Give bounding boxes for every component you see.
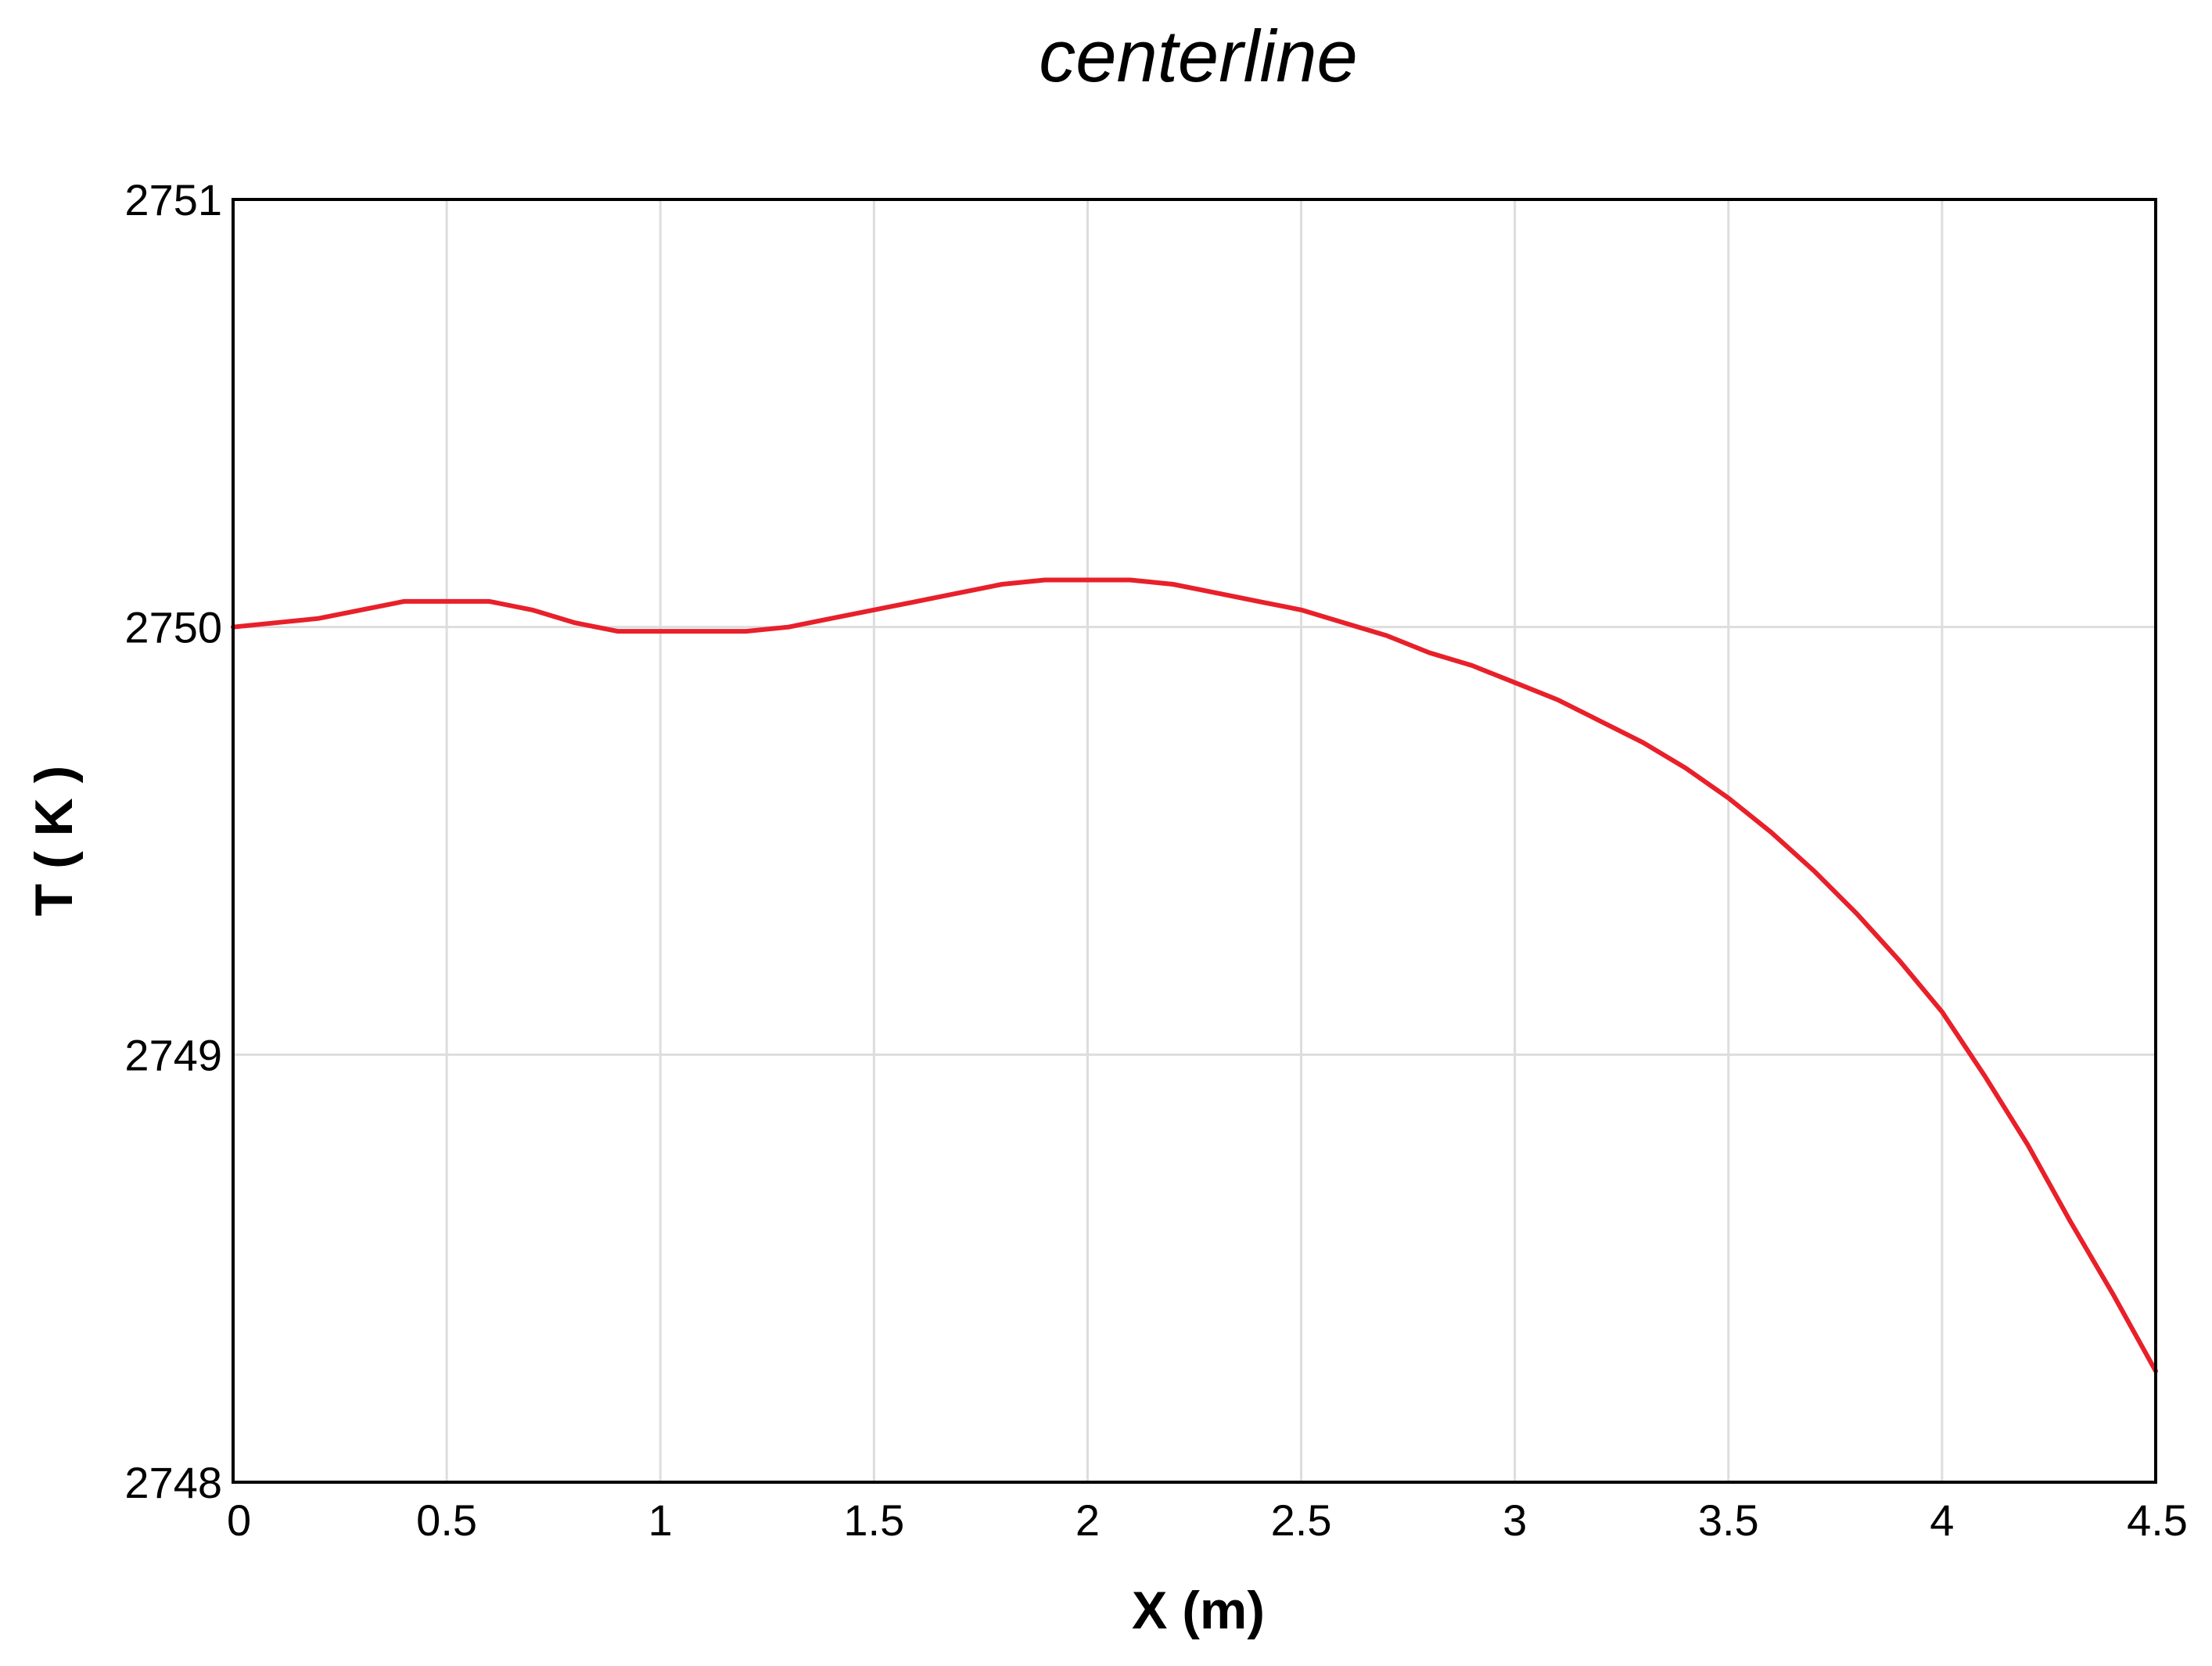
chart-title: centerline [1039, 15, 1358, 97]
y-tick-label: 2748 [124, 1458, 222, 1507]
gridlines [233, 199, 2156, 1482]
x-tick-label: 2.5 [1271, 1495, 1332, 1545]
series-group [231, 577, 2158, 1373]
x-axis-ticks: 0 0.5 1 1.5 2 2.5 3 3.5 4 4.5 [227, 1495, 2188, 1545]
x-tick-label: 2 [1075, 1495, 1100, 1545]
y-tick-label: 2749 [124, 1030, 222, 1079]
y-tick-label: 2750 [124, 603, 222, 652]
x-tick-label: 3.5 [1698, 1495, 1759, 1545]
x-tick-label: 1 [648, 1495, 673, 1545]
x-tick-label: 0 [227, 1495, 251, 1545]
y-axis-ticks: 2748 2749 2750 2751 [124, 175, 222, 1507]
y-axis-label: T ( K ) [24, 766, 84, 917]
series-line-0 [231, 577, 2158, 1373]
x-tick-label: 4 [1930, 1495, 1954, 1545]
y-tick-label: 2751 [124, 175, 222, 224]
x-tick-label: 4.5 [2127, 1495, 2188, 1545]
x-axis-label: X (m) [1132, 1581, 1265, 1640]
x-tick-label: 0.5 [416, 1495, 477, 1545]
x-tick-label: 3 [1503, 1495, 1527, 1545]
x-tick-label: 1.5 [843, 1495, 904, 1545]
plot-area-frame [232, 198, 2157, 1484]
